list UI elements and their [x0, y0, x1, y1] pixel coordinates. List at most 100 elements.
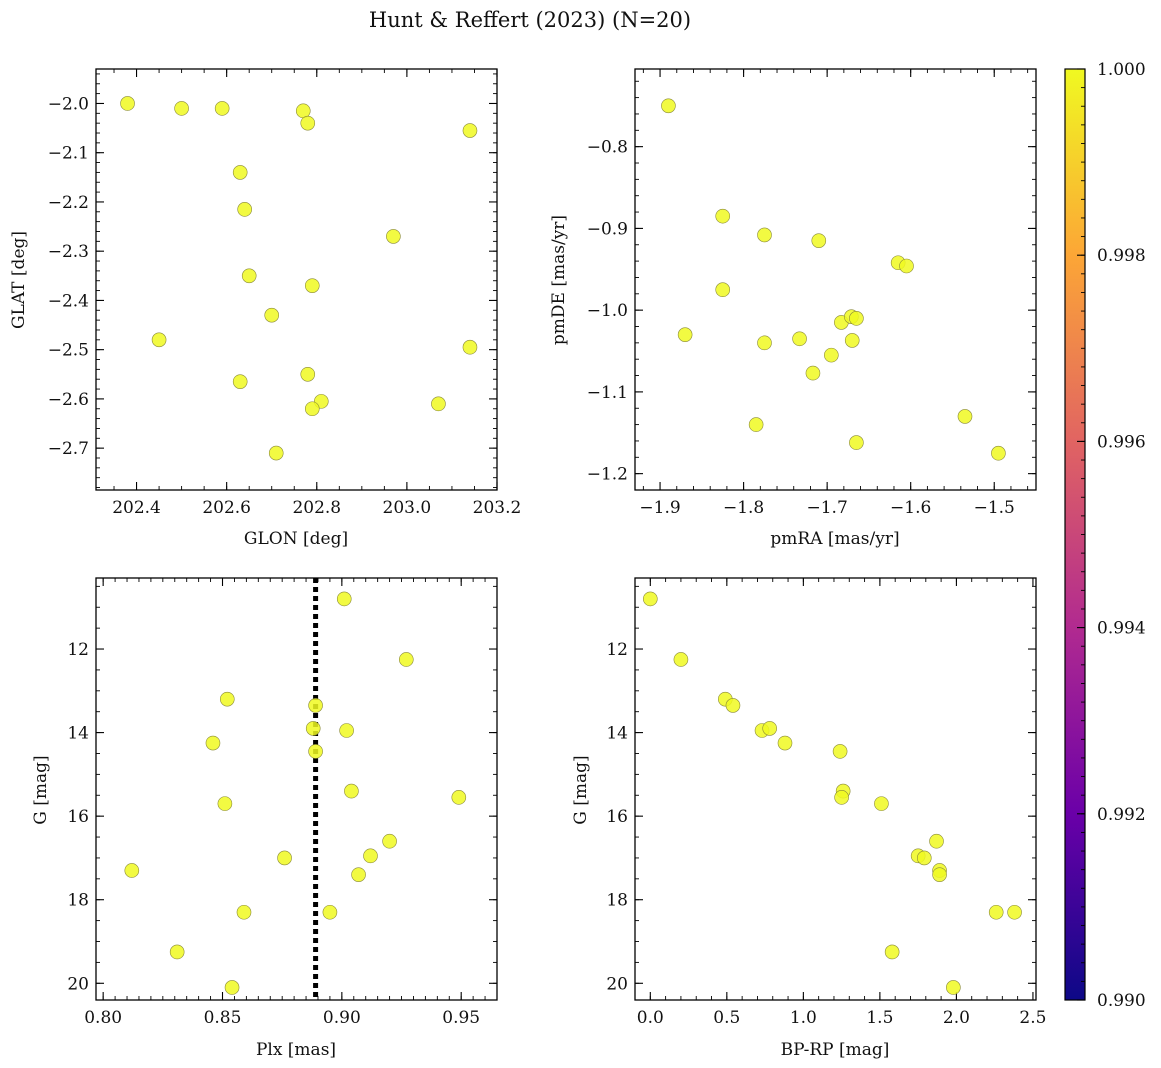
x-tick-label: 203.0 [383, 498, 432, 518]
y-tick-label: −2.1 [48, 144, 89, 164]
x-tick-label: −1.8 [723, 498, 764, 518]
scatter-point [124, 863, 140, 878]
y-tick-label: 16 [67, 807, 89, 827]
x-tick-label: 0.85 [204, 1008, 242, 1028]
y-tick-label: −0.9 [587, 219, 628, 239]
x-tick-label: −1.9 [639, 498, 680, 518]
scatter-point [120, 96, 135, 111]
scatter-point [322, 904, 338, 920]
y-tick-label: 20 [606, 974, 628, 994]
colorbar-tick-label: 0.992 [1097, 805, 1146, 825]
scatter-point [304, 278, 320, 293]
scatter-point [295, 103, 311, 119]
panel-glon-glat: GLON [deg] GLAT [deg] 202.4 202.6 202.8 203… [9, 68, 522, 549]
scatter-point [277, 850, 292, 866]
axes-frame [95, 577, 498, 1001]
scatter-point [344, 783, 359, 799]
x-tick-label: 1.0 [790, 1008, 817, 1028]
x-tick-label: −1.6 [890, 498, 931, 518]
x-tick-label: 2.0 [943, 1008, 970, 1028]
scatter-point [757, 335, 772, 351]
scatter-point [757, 227, 772, 243]
x-tick-label: 0.5 [713, 1008, 740, 1028]
y-tick-label: 12 [67, 640, 89, 660]
y-tick-label: −2.2 [48, 193, 89, 213]
scatter-point [748, 417, 764, 432]
scatter-point [849, 311, 864, 326]
scatter-point [916, 850, 932, 866]
scatter-point [988, 904, 1004, 920]
x-axis-label: Plx [mas] [256, 1040, 336, 1060]
x-axis-label: GLON [deg] [244, 529, 348, 549]
scatter-point [777, 735, 793, 751]
scatter-point [824, 347, 839, 363]
y-tick-label: 12 [606, 640, 628, 660]
scatter-point [832, 744, 848, 759]
scatter-point [431, 396, 446, 412]
x-axis-label: BP-RP [mag] [781, 1040, 890, 1060]
scatter-point [236, 904, 252, 920]
scatter-point [264, 307, 280, 323]
y-tick-label: −2.5 [48, 341, 89, 361]
axes-frame [634, 68, 1037, 491]
scatter-point [151, 332, 167, 348]
y-tick-label: −1.1 [587, 383, 628, 403]
y-tick-label: −1.0 [587, 301, 628, 321]
scatter-point [849, 435, 864, 450]
x-tick-label: −1.7 [807, 498, 848, 518]
axes-frame [634, 577, 1037, 1001]
scatter-point [957, 409, 973, 424]
scatter-point [715, 208, 731, 224]
scatter-point [1007, 904, 1022, 920]
colorbar-tick-label: 1.000 [1097, 60, 1146, 80]
x-tick-label: 202.4 [112, 498, 161, 518]
scatter-point [363, 848, 378, 864]
scatter-point [991, 445, 1006, 461]
scatter-point [884, 944, 900, 960]
scatter-point [232, 165, 248, 180]
colorbar-tick-label: 0.994 [1097, 619, 1146, 639]
x-tick-label: 2.5 [1019, 1008, 1046, 1028]
y-tick-label: 18 [606, 891, 628, 911]
y-tick-label: 18 [67, 891, 89, 911]
scatter-point [792, 331, 807, 347]
scatter-point [451, 790, 467, 805]
y-axis-label: G [mag] [571, 755, 591, 824]
scatter-point [351, 867, 366, 882]
scatter-point [219, 691, 235, 707]
y-tick-label: −1.2 [587, 465, 628, 485]
y-axis-label: GLAT [deg] [9, 231, 29, 329]
y-tick-label: 16 [606, 807, 628, 827]
scatter-point [844, 333, 860, 348]
scatter-point [805, 365, 821, 381]
x-axis-label: pmRA [mas/yr] [770, 529, 899, 549]
scatter-point [169, 944, 185, 960]
scatter-point [214, 101, 230, 116]
scatter-point [386, 229, 401, 244]
y-tick-label: −2.6 [48, 390, 89, 410]
scatter-point [874, 796, 889, 811]
scatter-point [398, 652, 414, 667]
scatter-point [462, 123, 478, 138]
scatter-point [932, 867, 947, 882]
scatter-point [762, 721, 777, 736]
scatter-point [715, 282, 731, 298]
scatter-point [339, 723, 354, 738]
scatter-point [899, 258, 914, 274]
scatter-point [336, 591, 352, 607]
scatter-point [643, 591, 658, 607]
scatter-point [382, 833, 397, 849]
scatter-point [673, 652, 689, 667]
y-axis-label: pmDE [mas/yr] [549, 215, 569, 345]
x-tick-label: 203.2 [473, 498, 522, 518]
colorbar-tick-label: 0.990 [1097, 991, 1146, 1011]
scatter-point [232, 374, 248, 389]
panel-plx-g: Plx [mas] G [mag] 0.80 0.85 0.90 0.95 12 14 16… [31, 577, 498, 1060]
y-tick-label: −2.0 [48, 94, 89, 114]
y-tick-label: −0.8 [587, 138, 628, 158]
colorbar-tick-label: 0.996 [1097, 432, 1146, 452]
x-tick-label: 0.90 [323, 1008, 361, 1028]
scatter-point [224, 980, 240, 995]
scatter-point [205, 735, 221, 751]
